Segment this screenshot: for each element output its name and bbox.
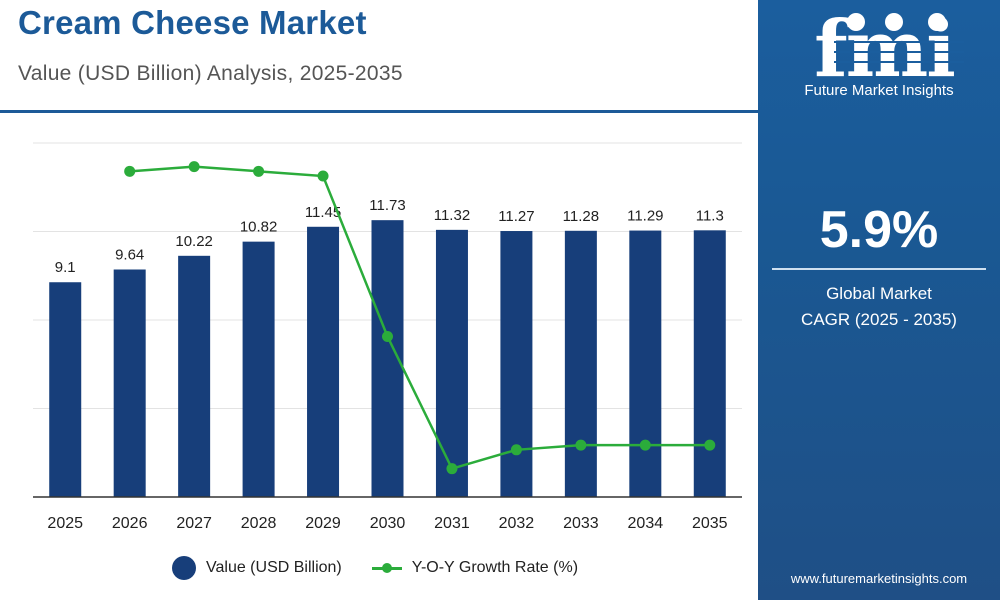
data-label-2032: 11.27 <box>498 208 534 225</box>
growth-line <box>129 165 710 471</box>
legend-label-growth: Y-O-Y Growth Rate (%) <box>411 559 579 576</box>
data-label-2028: 10.82 <box>240 219 278 236</box>
bar-2035 <box>693 230 726 497</box>
bar-2027 <box>178 255 211 497</box>
x-tick-label-2035: 2035 <box>692 515 728 532</box>
data-label-2026: 9.64 <box>115 246 144 263</box>
x-tick-label-2026: 2026 <box>112 515 148 532</box>
x-tick-label-2025: 2025 <box>47 515 83 532</box>
x-tick-label-2029: 2029 <box>305 515 341 532</box>
growth-point-2031 <box>446 463 458 475</box>
growth-point-2032 <box>510 444 522 456</box>
legend-swatch-value <box>172 556 196 580</box>
cagr-label-line2: CAGR (2025 - 2035) <box>801 310 957 329</box>
bar-2032 <box>500 231 533 497</box>
growth-point-2028 <box>253 165 265 177</box>
growth-point-2026 <box>124 165 136 177</box>
chart-subtitle: Value (USD Billion) Analysis, 2025-2035 <box>18 62 403 85</box>
side-panel: fmi Future Market Insights 5.9% Global M… <box>758 0 1000 600</box>
growth-point-2030 <box>382 331 393 343</box>
bar-2033 <box>564 230 597 498</box>
data-label-2025: 9.1 <box>55 259 76 276</box>
chart: 9.1 9.64 10.22 10.82 11.45 11.73 11.32 11.27 11.… <box>33 142 742 532</box>
x-tick-label-2034: 2034 <box>628 515 664 532</box>
bar-2034 <box>629 230 662 497</box>
header-divider <box>0 110 758 113</box>
growth-point-2035 <box>704 439 716 451</box>
bar-2028 <box>242 241 275 497</box>
data-label-2030: 11.73 <box>369 197 405 214</box>
x-tick-label-2033: 2033 <box>563 515 599 532</box>
data-label-2033: 11.28 <box>563 208 599 225</box>
data-label-2035: 11.3 <box>696 207 724 224</box>
data-label-2029: 11.45 <box>305 204 341 221</box>
data-label-2034: 11.29 <box>627 208 663 225</box>
website-url: www.futuremarketinsights.com <box>790 571 968 586</box>
chart-title: Cream Cheese Market <box>18 4 367 41</box>
legend-swatch-growth <box>371 562 402 573</box>
x-tick-label-2027: 2027 <box>176 515 212 532</box>
bar-2026 <box>113 269 146 497</box>
bar-2029 <box>307 226 340 497</box>
x-tick-label-2028: 2028 <box>241 515 277 532</box>
growth-point-2034 <box>639 439 651 451</box>
bar-2025 <box>49 282 82 497</box>
data-label-2027: 10.22 <box>175 233 213 250</box>
data-label-2031: 11.32 <box>434 207 470 224</box>
cagr-label-line1: Global Market <box>826 284 932 303</box>
x-tick-label-2030: 2030 <box>370 515 406 532</box>
x-tick-label-2031: 2031 <box>434 515 470 532</box>
legend-label-value: Value (USD Billion) <box>206 559 342 576</box>
cagr-value: 5.9% <box>819 201 939 259</box>
fmi-logo: fmi <box>814 8 964 82</box>
x-tick-label-2032: 2032 <box>499 515 535 532</box>
growth-point-2033 <box>575 439 587 451</box>
growth-point-2029 <box>317 170 329 182</box>
bar-2031 <box>435 229 468 497</box>
growth-point-2027 <box>188 161 200 173</box>
legend: Value (USD Billion) Y-O-Y Growth Rate (%… <box>172 556 578 580</box>
logo-caption: Future Market Insights <box>804 82 954 99</box>
panel-divider <box>772 268 986 270</box>
